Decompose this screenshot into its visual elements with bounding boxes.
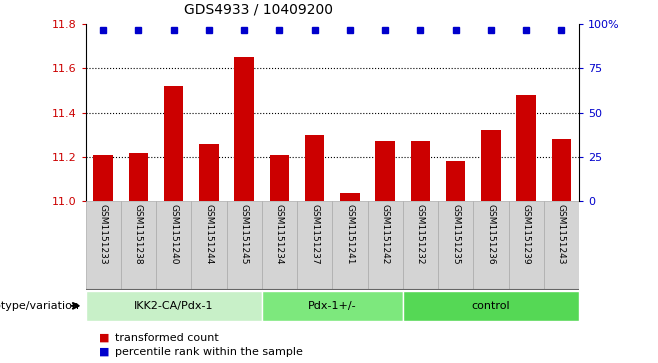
Bar — [297, 201, 332, 290]
Text: GSM1151240: GSM1151240 — [169, 204, 178, 265]
Bar — [226, 201, 262, 290]
Text: GSM1151235: GSM1151235 — [451, 204, 460, 265]
Text: GSM1151234: GSM1151234 — [275, 204, 284, 265]
Bar — [332, 201, 368, 290]
Bar — [446, 162, 465, 201]
Bar — [86, 201, 121, 290]
Text: GDS4933 / 10409200: GDS4933 / 10409200 — [184, 2, 333, 16]
Bar — [234, 57, 254, 201]
Bar — [86, 291, 262, 321]
Bar — [156, 201, 191, 290]
Bar — [164, 86, 184, 201]
Bar — [340, 193, 360, 201]
Bar — [93, 155, 113, 201]
Text: GSM1151236: GSM1151236 — [486, 204, 495, 265]
Text: GSM1151243: GSM1151243 — [557, 204, 566, 265]
Text: GSM1151232: GSM1151232 — [416, 204, 425, 265]
Text: GSM1151241: GSM1151241 — [345, 204, 355, 265]
Bar — [191, 201, 226, 290]
Bar — [509, 201, 544, 290]
Bar — [544, 201, 579, 290]
Text: percentile rank within the sample: percentile rank within the sample — [115, 347, 303, 357]
Text: ■: ■ — [99, 333, 109, 343]
Text: control: control — [472, 301, 510, 311]
Text: GSM1151238: GSM1151238 — [134, 204, 143, 265]
Text: GSM1151237: GSM1151237 — [310, 204, 319, 265]
Bar — [262, 291, 403, 321]
Text: ■: ■ — [99, 347, 109, 357]
Bar — [376, 142, 395, 201]
Bar — [473, 201, 509, 290]
Bar — [403, 291, 579, 321]
Bar — [121, 201, 156, 290]
Bar — [403, 201, 438, 290]
Text: genotype/variation: genotype/variation — [0, 301, 79, 311]
Bar — [517, 95, 536, 201]
Bar — [438, 201, 473, 290]
Bar — [305, 135, 324, 201]
Bar — [129, 152, 148, 201]
Text: GSM1151244: GSM1151244 — [205, 204, 213, 265]
Text: GSM1151242: GSM1151242 — [381, 204, 390, 265]
Text: IKK2-CA/Pdx-1: IKK2-CA/Pdx-1 — [134, 301, 213, 311]
Bar — [270, 155, 289, 201]
Bar — [199, 144, 218, 201]
Bar — [551, 139, 571, 201]
Text: GSM1151233: GSM1151233 — [99, 204, 108, 265]
Text: GSM1151239: GSM1151239 — [522, 204, 530, 265]
Bar — [262, 201, 297, 290]
Text: Pdx-1+/-: Pdx-1+/- — [308, 301, 357, 311]
Bar — [368, 201, 403, 290]
Text: GSM1151245: GSM1151245 — [240, 204, 249, 265]
Bar — [411, 142, 430, 201]
Bar — [481, 130, 501, 201]
Text: transformed count: transformed count — [115, 333, 219, 343]
